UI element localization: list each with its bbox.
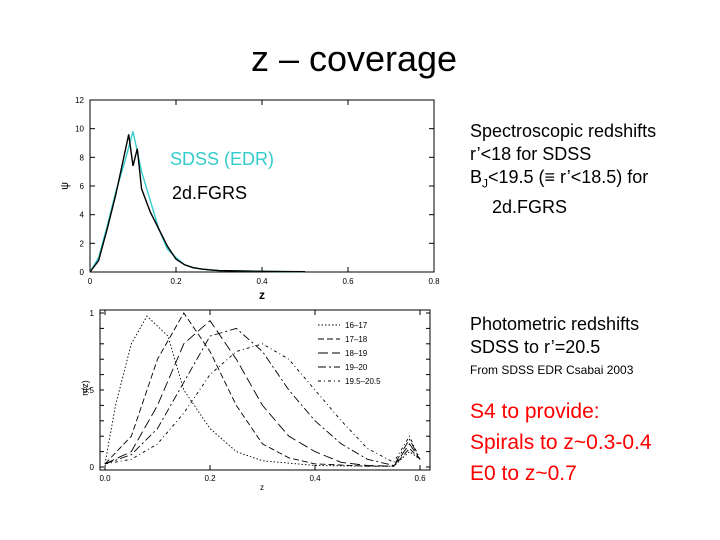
photo-line-2: SDSS to r’=20.5 xyxy=(470,337,601,357)
y-axis-label: n(z) xyxy=(80,380,90,396)
spectro-line-3-rest: <19.5 (≡ r’<18.5) for xyxy=(488,167,649,187)
x-tick-label: 0.0 xyxy=(99,474,111,483)
chart-legend: 16–17 17–18 18–19 19–20 19.5–20.5 xyxy=(318,321,381,386)
legend-label: 16–17 xyxy=(345,321,368,330)
s4-line-3: E0 to z~0.7 xyxy=(470,462,577,485)
photo-text: Photometric redshifts SDSS to r’=20.5 Fr… xyxy=(470,313,639,378)
bj-symbol: B xyxy=(470,167,483,187)
bj-subscript: J xyxy=(482,176,489,191)
slide-title: z – coverage xyxy=(250,38,458,79)
series-line-3 xyxy=(104,320,421,467)
x-tick-label: 0.6 xyxy=(414,474,426,483)
chart-series xyxy=(104,312,421,467)
series-line-1 xyxy=(104,315,421,467)
photo-line-1: Photometric redshifts xyxy=(470,314,640,334)
y-tick-label: 2 xyxy=(80,239,85,248)
spectro-line-3: BJ<19.5 (≡ r’<18.5) for xyxy=(470,166,656,196)
y-tick-label: 0.5 xyxy=(83,386,95,395)
y-tick-label: 0 xyxy=(80,268,85,277)
x-tick-label: 0.6 xyxy=(342,277,354,286)
y-axis-label: ψ xyxy=(59,182,71,190)
y-tick-label: 6 xyxy=(80,182,85,191)
spectro-line-4: 2d.FGRS xyxy=(492,196,568,217)
s4-text: S4 to provide: Spirals to z~0.3-0.4 E0 t… xyxy=(470,396,652,489)
legend-label: 17–18 xyxy=(345,335,368,344)
legend-sdss: SDSS (EDR) xyxy=(170,149,275,169)
y-tick-label: 1 xyxy=(90,309,95,318)
spectro-line-1: Spectroscopic redshifts xyxy=(470,121,657,141)
legend-label: 19–20 xyxy=(345,363,368,372)
x-axis-label: z xyxy=(259,288,265,302)
photo-source: From SDSS EDR Csabai 2003 xyxy=(470,363,634,377)
s4-line-1: S4 to provide: xyxy=(470,400,600,423)
y-tick-label: 4 xyxy=(80,211,85,220)
chart-ticks: 0.0 0.2 0.4 0.6 0 0.5 1 xyxy=(83,309,430,483)
legend-label: 19.5–20.5 xyxy=(345,377,381,386)
x-tick-label: 0.8 xyxy=(428,277,440,286)
chart-frame xyxy=(99,309,431,471)
x-tick-label: 0.4 xyxy=(256,277,268,286)
spectro-text: Spectroscopic redshifts r’<18 for SDSS B… xyxy=(470,120,656,219)
photometric-redshift-chart: 0.0 0.2 0.4 0.6 0 0.5 1 16–17 17–18 18–19 19–20 19… xyxy=(80,309,431,492)
x-tick-label: 0 xyxy=(88,277,93,286)
series-line-2 xyxy=(104,312,421,467)
legend-label: 18–19 xyxy=(345,349,368,358)
x-axis-label: z xyxy=(260,483,264,492)
chart-ticks: 0 0.2 0.4 0.6 0.8 0 2 4 6 8 10 12 xyxy=(75,96,440,286)
x-tick-label: 0.2 xyxy=(170,277,182,286)
y-tick-label: 0 xyxy=(90,463,95,472)
chart-series xyxy=(89,131,306,273)
series-line-4 xyxy=(104,327,421,467)
series-line-5 xyxy=(104,343,421,465)
s4-line-2: Spirals to z~0.3-0.4 xyxy=(470,431,652,454)
x-tick-label: 0.4 xyxy=(309,474,321,483)
y-tick-label: 8 xyxy=(80,153,85,162)
y-tick-label: 12 xyxy=(75,96,84,105)
spectro-line-2: r’<18 for SDSS xyxy=(470,144,592,164)
series-line-sdss xyxy=(89,134,306,273)
x-tick-label: 0.2 xyxy=(204,474,216,483)
legend-2dfgrs: 2d.FGRS xyxy=(172,183,248,203)
redshift-distribution-chart: 0 0.2 0.4 0.6 0.8 0 2 4 6 8 10 12 z ψ xyxy=(59,96,440,302)
y-tick-label: 10 xyxy=(75,125,84,134)
